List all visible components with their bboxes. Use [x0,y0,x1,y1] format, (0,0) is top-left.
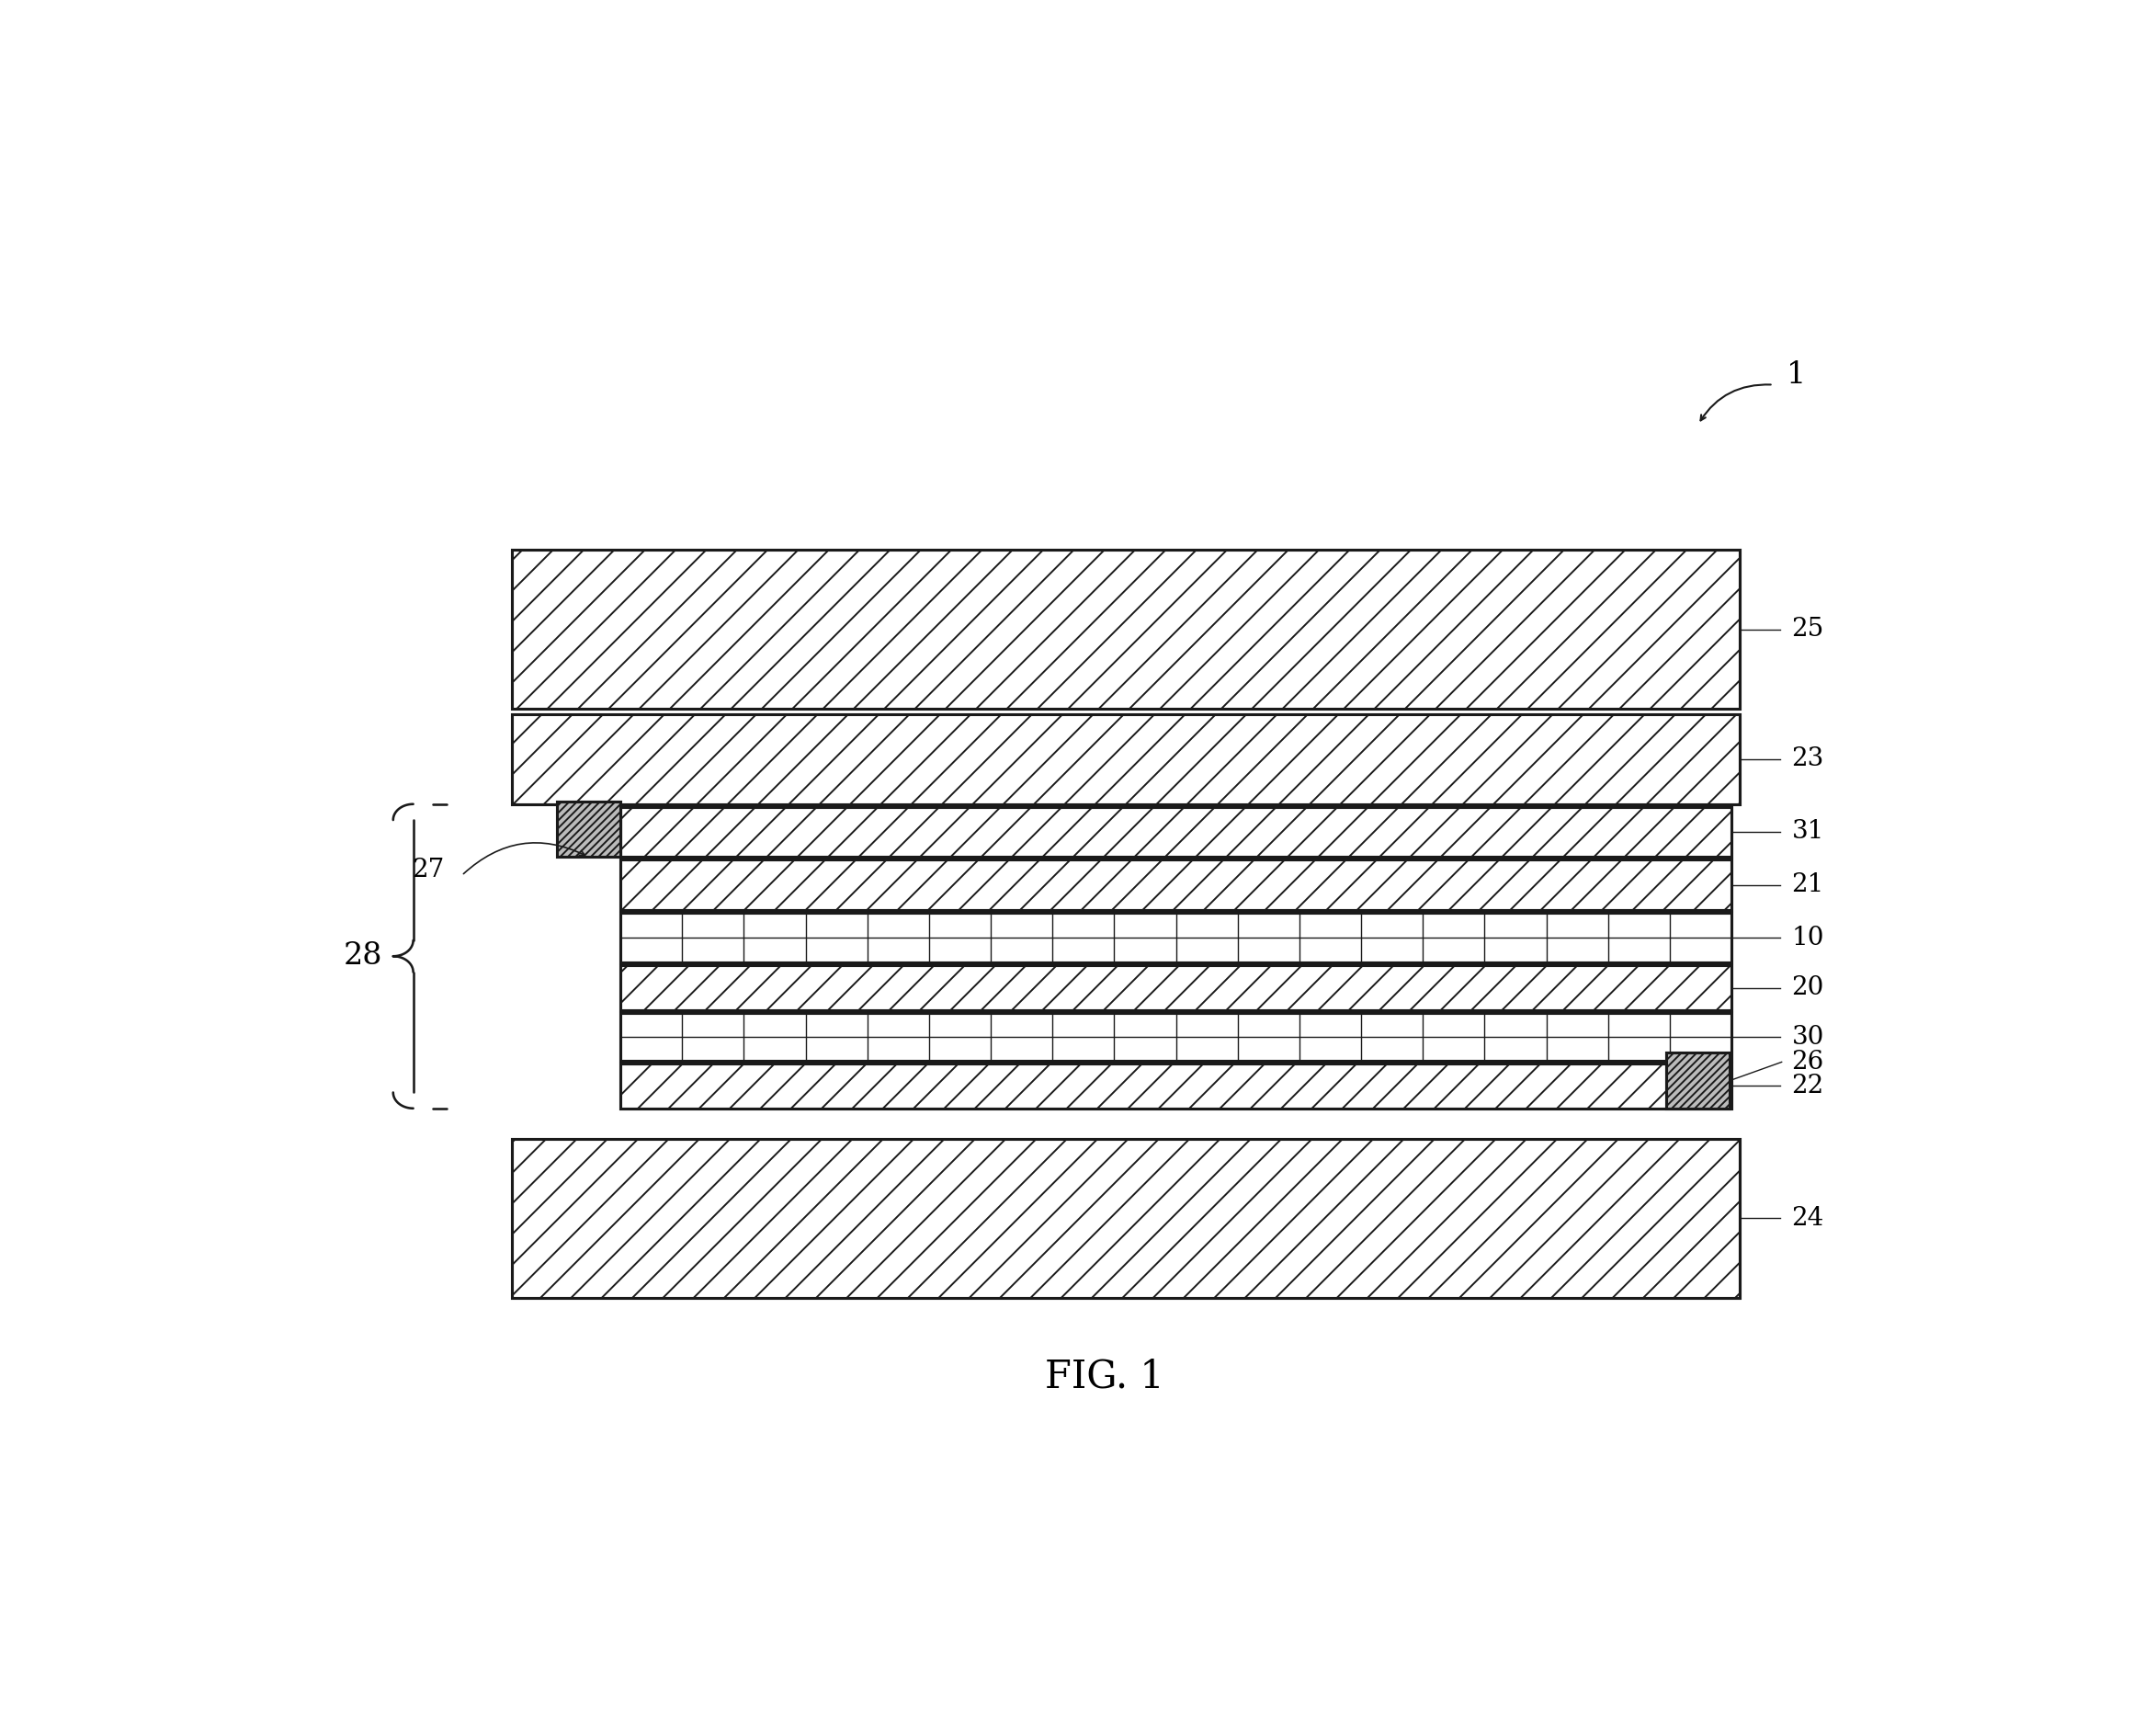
Bar [621,966,1731,1010]
Bar [621,912,1731,962]
Bar [511,715,1740,804]
Bar [621,859,1731,911]
Bar [511,550,1740,710]
Text: 25: 25 [1792,617,1824,643]
Text: 31: 31 [1792,819,1824,844]
Text: 24: 24 [1792,1206,1824,1230]
Text: 28: 28 [343,941,382,971]
Bar [621,807,1731,857]
Bar [621,1014,1731,1060]
Bar [621,1063,1731,1108]
Text: 30: 30 [1792,1024,1824,1050]
Bar [621,859,1731,911]
Bar [511,1139,1740,1297]
Text: FIG. 1: FIG. 1 [1046,1357,1164,1397]
Bar [621,1063,1731,1108]
Bar [556,801,621,857]
Text: 26: 26 [1792,1050,1824,1074]
Text: 10: 10 [1792,926,1824,950]
Text: 21: 21 [1792,873,1824,897]
Bar [511,1139,1740,1297]
Bar [621,912,1731,962]
Bar [621,807,1731,857]
Bar [1667,1053,1729,1108]
Text: 22: 22 [1792,1074,1824,1098]
Text: 23: 23 [1792,747,1824,771]
Text: 27: 27 [412,857,444,883]
Text: 1: 1 [1787,361,1807,390]
Bar [1667,1053,1729,1108]
Bar [511,550,1740,710]
Text: 20: 20 [1792,976,1824,1000]
Bar [511,715,1740,804]
Bar [621,966,1731,1010]
Bar [556,801,621,857]
Bar [621,1014,1731,1060]
